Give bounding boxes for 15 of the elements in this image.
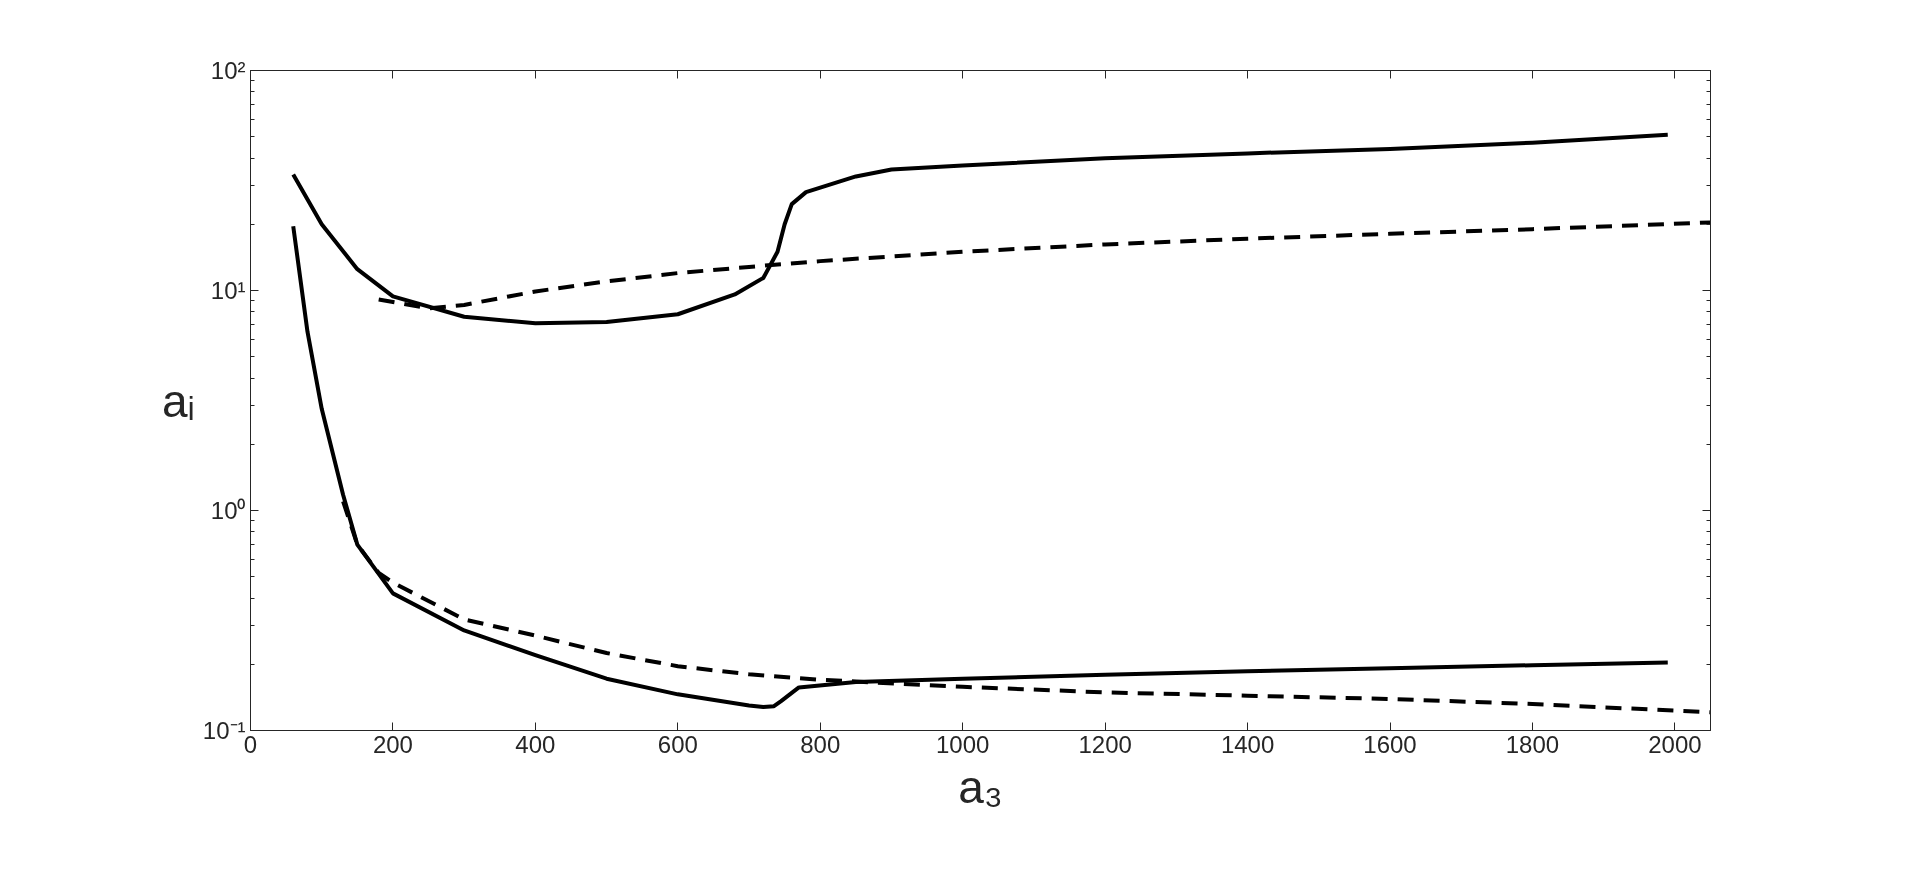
x-tick-label: 200 bbox=[372, 730, 413, 758]
x-tick-label: 1200 bbox=[1078, 730, 1132, 758]
y-axis-title: aᵢ bbox=[162, 374, 195, 427]
x-tick-label: 1800 bbox=[1505, 730, 1560, 758]
x-tick-label: 1400 bbox=[1220, 730, 1275, 758]
x-tick-label: 2000 bbox=[1648, 730, 1702, 758]
x-tick-label: 400 bbox=[515, 730, 556, 758]
x-tick-label: 1600 bbox=[1363, 730, 1417, 758]
y-tick-label: 10¹ bbox=[210, 277, 246, 304]
x-axis-title: a₃ bbox=[958, 760, 1003, 813]
y-tick-label: 10⁰ bbox=[210, 497, 246, 524]
y-tick-label: 10² bbox=[210, 57, 246, 84]
x-tick-label: 800 bbox=[800, 730, 841, 758]
x-tick-label: 600 bbox=[657, 730, 698, 758]
x-tick-label: 1000 bbox=[936, 730, 990, 758]
